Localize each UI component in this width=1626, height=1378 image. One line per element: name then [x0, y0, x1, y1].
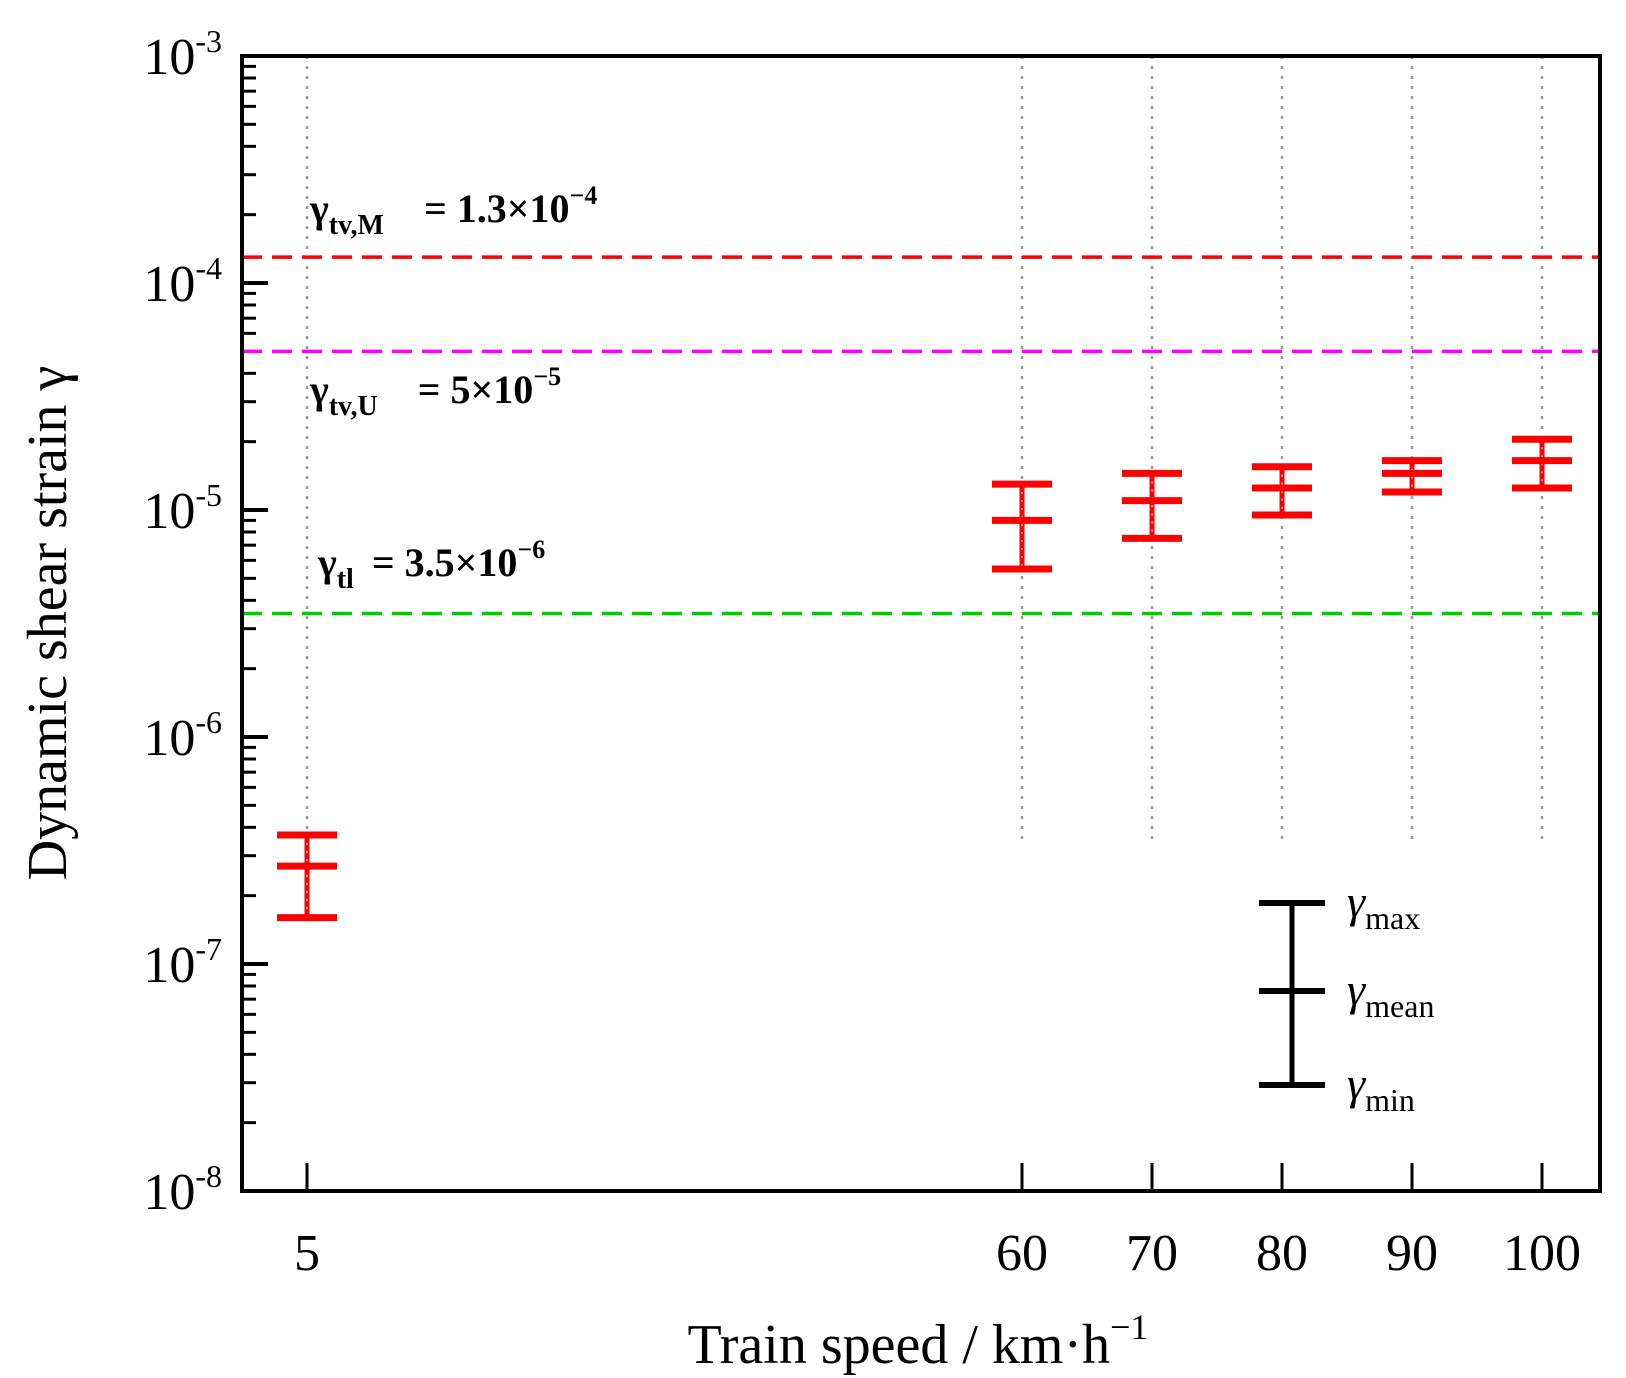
error-bar-5 [277, 831, 337, 922]
y-tick-label: 10-3 [143, 23, 222, 86]
error-bar-80 [1252, 463, 1312, 519]
ref-symbol: γ [309, 367, 329, 412]
y-tick-base: 10 [143, 29, 195, 86]
ref-symbol: γ [317, 540, 337, 585]
y-tick-exponent: -3 [195, 23, 222, 59]
y-tick-base: 10 [143, 710, 195, 767]
y-tick-base: 10 [143, 937, 195, 994]
legend-symbol: γ [1347, 1058, 1367, 1109]
legend-subscript: max [1365, 900, 1420, 936]
y-tick-base: 10 [143, 1164, 195, 1221]
reference-label-tvM: γtv,M = 1.3×10−4 [309, 181, 597, 241]
ref-exponent: −6 [517, 535, 545, 564]
ref-value: = 5×10 [408, 367, 534, 412]
x-axis-title: Train speed / km·h−1 [688, 1307, 1149, 1376]
x-tick-label-100: 100 [1503, 1225, 1581, 1282]
y-tick-label: 10-5 [143, 477, 222, 540]
ref-subscript: tv,M [329, 210, 384, 241]
ref-subscript: tl [337, 564, 354, 595]
y-tick-exponent: -7 [195, 931, 222, 967]
ref-exponent: −5 [533, 362, 561, 391]
x-tick-label-60: 60 [996, 1225, 1048, 1282]
y-minor-ticks [242, 64, 256, 1125]
y-tick-base: 10 [143, 256, 195, 313]
error-bar-100 [1512, 435, 1572, 492]
y-major-ticks [242, 54, 268, 1193]
ref-value: = 1.3×10 [414, 186, 570, 231]
legend-symbol: γ [1347, 964, 1367, 1015]
y-tick-label: 10-4 [143, 250, 222, 313]
x-tick-label-70: 70 [1126, 1225, 1178, 1282]
y-tick-base: 10 [143, 483, 195, 540]
x-tick-label-5: 5 [294, 1225, 320, 1282]
error-bar-70 [1122, 469, 1182, 542]
reference-label-tl: γtl = 3.5×10−6 [317, 535, 545, 595]
y-tick-exponent: -6 [195, 704, 222, 740]
ref-value: = 3.5×10 [362, 540, 518, 585]
error-bar-90 [1382, 457, 1442, 496]
legend-subscript: min [1365, 1082, 1415, 1118]
y-tick-label: 10-7 [143, 931, 222, 994]
reference-label-tvU: γtv,U = 5×10−5 [309, 362, 561, 422]
gridlines [305, 56, 1544, 841]
y-tick-label: 10-8 [143, 1158, 222, 1221]
legend-subscript: mean [1365, 988, 1434, 1024]
plot-frame [240, 54, 1602, 1193]
ref-subscript: tv,U [329, 391, 378, 422]
y-tick-label: 10-6 [143, 704, 222, 767]
legend-label-min: γmin [1347, 1058, 1415, 1118]
x-tick-label-80: 80 [1256, 1225, 1308, 1282]
error-bar-60 [992, 480, 1052, 573]
error-bars [277, 435, 1572, 922]
ref-exponent: −4 [570, 181, 598, 210]
y-tick-labels: 10-310-410-510-610-710-8 [143, 23, 222, 1221]
y-tick-exponent: -4 [195, 250, 222, 286]
ref-symbol: γ [309, 186, 329, 231]
y-tick-exponent: -5 [195, 477, 222, 513]
x-tick-label-90: 90 [1386, 1225, 1438, 1282]
x-axis-ticks [305, 1163, 1544, 1191]
y-axis-title: Dynamic shear strain γ [17, 366, 79, 881]
legend-label-max: γmax [1347, 876, 1420, 936]
legend-symbol: γ [1347, 876, 1367, 927]
legend-label-mean: γmean [1347, 964, 1434, 1024]
reference-lines [242, 255, 1600, 616]
y-tick-exponent: -8 [195, 1158, 222, 1194]
x-tick-labels: 5 60 70 80 90 100 [294, 1225, 1581, 1282]
